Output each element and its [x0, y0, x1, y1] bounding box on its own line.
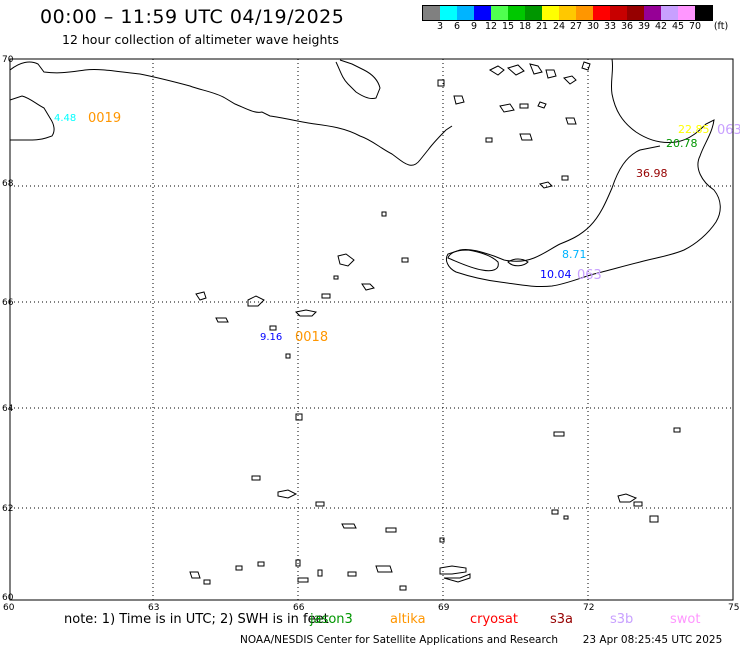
map-frame — [9, 58, 734, 601]
color-swatch — [661, 6, 678, 20]
color-tick-label: 21 — [535, 21, 549, 32]
observation-label: 063 — [717, 123, 740, 138]
satellite-swot: swot — [670, 612, 701, 627]
color-tick-label: 39 — [637, 21, 651, 32]
observation-label: 4.48 — [54, 113, 76, 124]
color-swatch — [610, 6, 627, 20]
small-islands — [189, 61, 681, 591]
lat-label: 64 — [2, 404, 14, 414]
coastlines — [9, 58, 721, 287]
east-coastline — [445, 58, 721, 287]
note-text: note: 1) Time is in UTC; 2) SWH is in fe… — [64, 612, 329, 627]
footer-timestamp: 23 Apr 08:25:45 UTC 2025 — [582, 634, 723, 646]
satellite-s3b: s3b — [610, 612, 634, 627]
lon-label: 75 — [728, 603, 739, 613]
observation-label: 10.04 — [540, 268, 572, 281]
color-swatch — [508, 6, 525, 20]
color-tick-label: 45 — [671, 21, 685, 32]
lat-label: 60 — [2, 593, 14, 603]
north-coastline — [9, 61, 453, 166]
footer-credit: NOAA/NESDIS Center for Satellite Applica… — [240, 634, 558, 646]
satellite-cryosat: cryosat — [470, 612, 518, 627]
color-swatch — [627, 6, 644, 20]
observation-label: 20.78 — [666, 137, 698, 150]
observations: 4.48 0019 9.16 0018 22.85 063 20.78 36.9… — [54, 111, 740, 345]
lat-label: 70 — [2, 55, 14, 65]
color-tick-label: 30 — [586, 21, 600, 32]
color-tick-label: 70 — [688, 21, 702, 32]
color-tick-label: 12 — [484, 21, 498, 32]
observation-label: 063 — [577, 268, 602, 283]
page-title: 00:00 – 11:59 UTC 04/19/2025 — [40, 6, 345, 28]
lat-label: 68 — [2, 179, 14, 189]
page-subtitle: 12 hour collection of altimeter wave hei… — [62, 32, 339, 47]
satellite-jason3: jason3 — [310, 612, 353, 627]
note-line: note: 1) Time is in UTC; 2) SWH is in fe… — [64, 612, 329, 627]
satellite-altika: altika — [390, 612, 426, 627]
footer: NOAA/NESDIS Center for Satellite Applica… — [240, 634, 722, 646]
color-legend — [422, 5, 713, 21]
lon-label: 69 — [438, 603, 450, 613]
color-tick-label: 24 — [552, 21, 566, 32]
color-swatch — [423, 6, 440, 20]
east-island-a — [447, 249, 499, 272]
lat-label: 66 — [2, 298, 14, 308]
color-swatch — [525, 6, 542, 20]
color-swatch — [576, 6, 593, 20]
lon-label: 63 — [148, 603, 159, 613]
observation-label: 22.85 — [678, 123, 710, 136]
lat-labels: 70 68 66 64 62 60 — [2, 55, 14, 603]
lon-label: 72 — [583, 603, 594, 613]
color-legend-ticks: 3 6 9 12 15 18 21 24 27 30 33 36 39 42 45 70 (ft) — [422, 21, 740, 33]
color-swatch — [593, 6, 610, 20]
observation-label: 36.98 — [636, 167, 668, 180]
lon-label: 60 — [3, 603, 15, 613]
color-swatch — [644, 6, 661, 20]
color-unit-label: (ft) — [713, 21, 729, 32]
color-tick-label: 18 — [518, 21, 532, 32]
lon-labels: 60 63 66 69 72 75 — [3, 603, 739, 613]
color-swatch — [474, 6, 491, 20]
observation-label: 0018 — [295, 330, 328, 345]
color-swatch — [695, 6, 712, 20]
satellite-s3a: s3a — [550, 612, 574, 627]
observation-label: 8.71 — [562, 248, 587, 261]
color-tick-label: 3 — [436, 21, 444, 32]
satellite-legend: jason3 altika cryosat s3a s3b swot — [310, 612, 730, 628]
color-tick-label: 6 — [453, 21, 461, 32]
north-peninsula — [335, 59, 381, 99]
color-tick-label: 9 — [470, 21, 478, 32]
color-swatch — [491, 6, 508, 20]
lat-label: 62 — [2, 504, 13, 514]
east-island-b — [507, 258, 529, 267]
observation-label: 0019 — [88, 111, 121, 126]
color-tick-label: 15 — [501, 21, 515, 32]
color-swatch — [559, 6, 576, 20]
color-tick-label: 33 — [603, 21, 617, 32]
color-tick-label: 36 — [620, 21, 634, 32]
color-tick-label: 27 — [569, 21, 583, 32]
color-tick-label: 42 — [654, 21, 668, 32]
west-inlet — [9, 95, 55, 141]
color-swatch — [678, 6, 695, 20]
observation-label: 9.16 — [260, 332, 282, 343]
map-grid — [10, 58, 734, 600]
color-swatch — [457, 6, 474, 20]
color-swatch — [542, 6, 559, 20]
color-swatch — [440, 6, 457, 20]
lon-label: 66 — [293, 603, 305, 613]
